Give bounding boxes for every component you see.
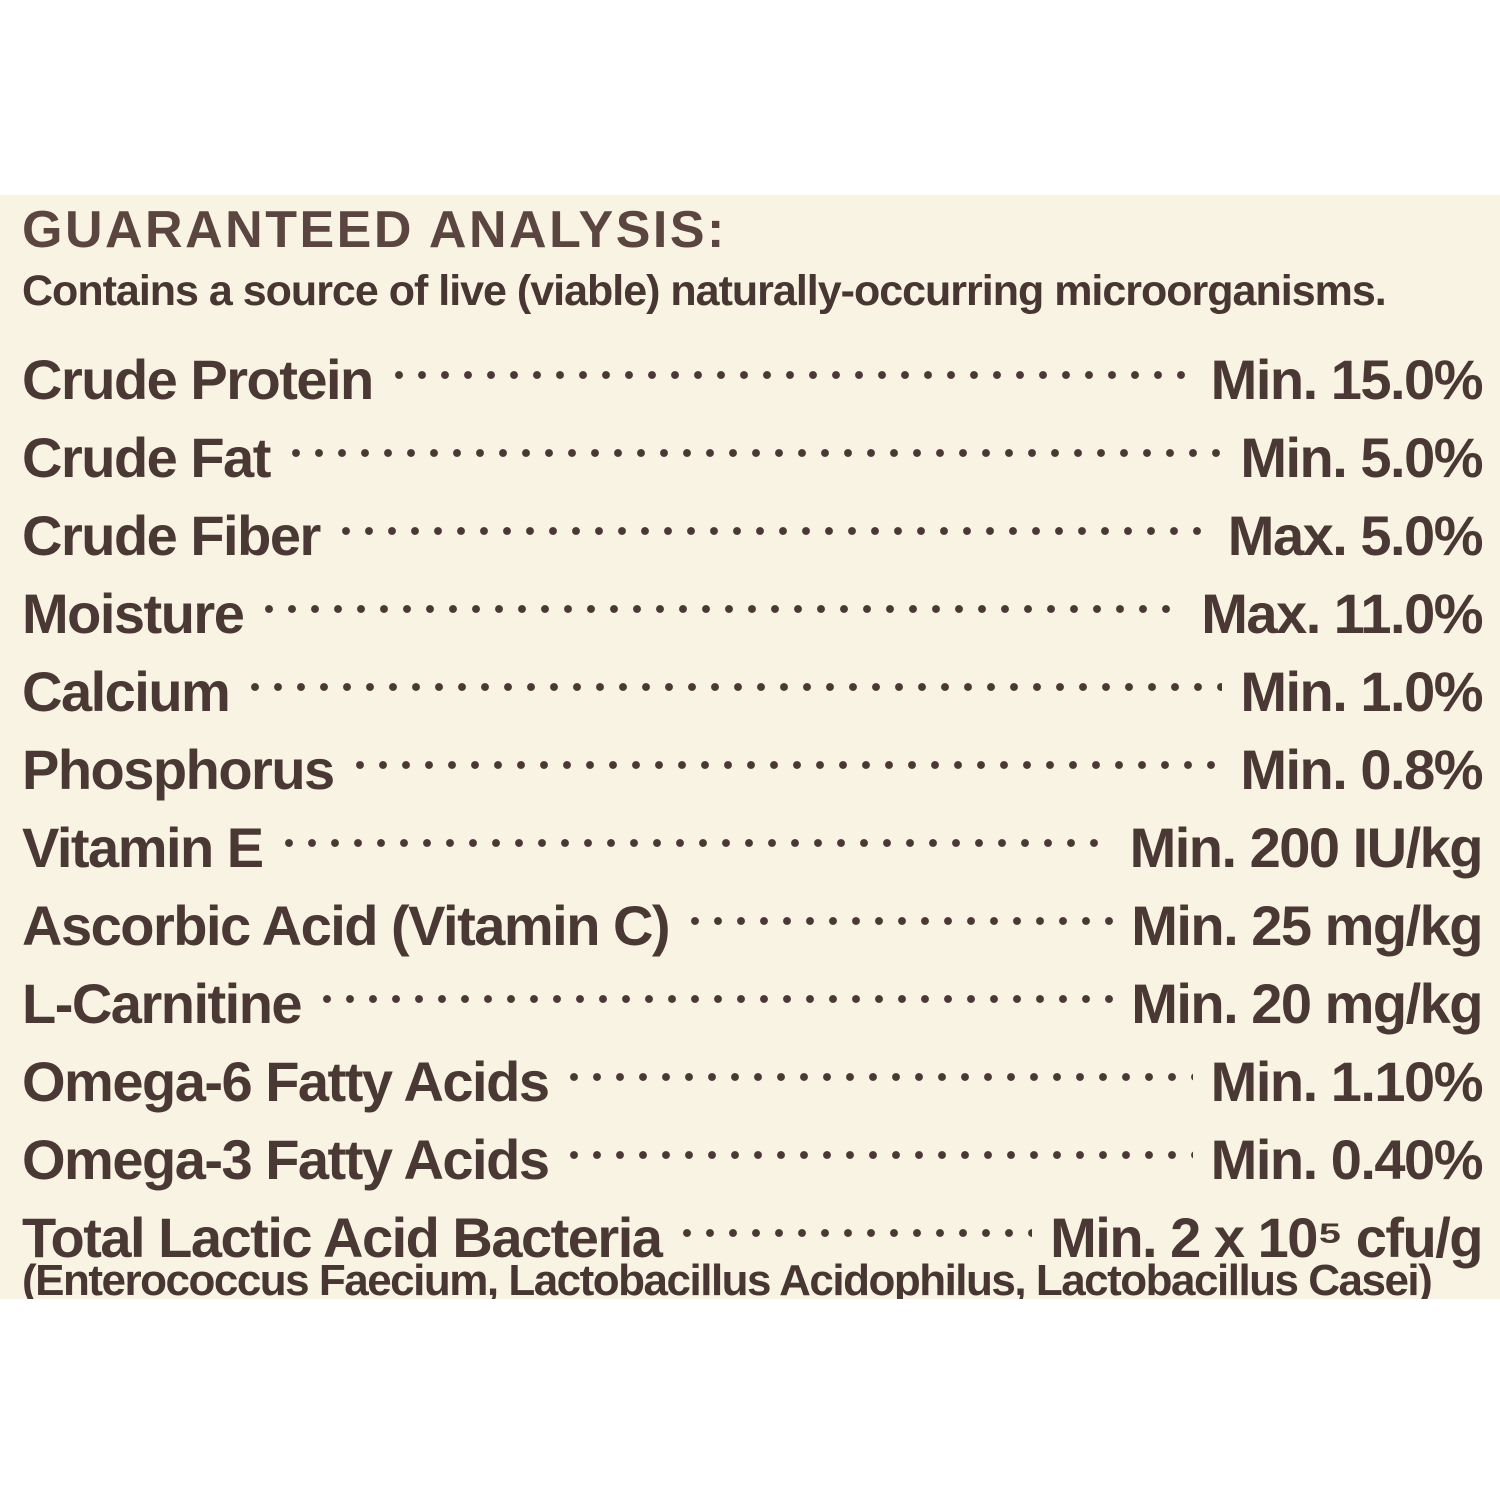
dot-leader: [285, 398, 1223, 477]
dot-leader: [388, 320, 1193, 399]
nutrient-name: Total Lactic Acid Bacteria: [22, 1205, 663, 1269]
nutrient-value: Min. 25 mg/kg: [1131, 893, 1483, 957]
dot-leader: [685, 866, 1114, 945]
nutrient-name: Omega-3 Fatty Acids: [22, 1127, 550, 1191]
panel-title: GUARANTEED ANALYSIS:: [22, 201, 727, 259]
nutrient-value: Min. 2 x 10⁵ cfu/g: [1050, 1205, 1483, 1269]
nutrient-value: Min. 0.40%: [1210, 1127, 1484, 1191]
nutrient-name: Vitamin E: [22, 815, 264, 879]
nutrient-value: Max. 11.0%: [1201, 581, 1483, 645]
nutrient-name: Omega-6 Fatty Acids: [22, 1049, 550, 1113]
guaranteed-analysis-panel: GUARANTEED ANALYSIS: Contains a source o…: [0, 195, 1500, 1299]
analysis-row: L-Carnitine Min. 20 mg/kg: [22, 944, 1483, 1035]
analysis-row: Moisture Max. 11.0%: [22, 554, 1483, 645]
analysis-row: Omega-3 Fatty Acids Min. 0.40%: [22, 1100, 1484, 1191]
analysis-row: Vitamin E Min. 200 IU/kg: [22, 788, 1484, 879]
analysis-row: Crude Protein Min. 15.0%: [22, 320, 1484, 411]
dot-leader: [335, 476, 1210, 555]
dot-leader: [564, 1100, 1193, 1179]
analysis-row: Crude Fat Min. 5.0%: [22, 398, 1483, 489]
analysis-row: Calcium Min. 1.0%: [22, 632, 1483, 723]
bacteria-species-footnote: (Enterococcus Faecium, Lactobacillus Aci…: [22, 1255, 1433, 1299]
dot-leader: [278, 788, 1112, 867]
nutrient-value: Max. 5.0%: [1227, 503, 1484, 567]
panel-subtitle: Contains a source of live (viable) natur…: [22, 266, 1387, 315]
analysis-row: Omega-6 Fatty Acids Min. 1.10%: [22, 1022, 1484, 1113]
analysis-row: Crude Fiber Max. 5.0%: [22, 476, 1484, 567]
analysis-table: Crude Protein Min. 15.0% Crude Fat Min. …: [22, 320, 1484, 1269]
dot-leader: [564, 1022, 1193, 1101]
dot-leader: [317, 944, 1114, 1023]
nutrient-value: Min. 1.0%: [1240, 659, 1483, 723]
nutrient-name: Calcium: [22, 659, 231, 723]
nutrient-name: Crude Fat: [22, 425, 271, 489]
analysis-row: Total Lactic Acid Bacteria Min. 2 x 10⁵ …: [22, 1178, 1483, 1269]
nutrient-value: Min. 15.0%: [1210, 347, 1484, 411]
nutrient-value: Min. 5.0%: [1240, 425, 1483, 489]
nutrient-value: Min. 0.8%: [1240, 737, 1483, 801]
dot-leader: [259, 554, 1184, 633]
nutrient-name: Moisture: [22, 581, 245, 645]
dot-leader: [349, 710, 1223, 789]
dot-leader: [245, 632, 1223, 711]
analysis-row: Phosphorus Min. 0.8%: [22, 710, 1483, 801]
nutrient-value: Min. 1.10%: [1210, 1049, 1484, 1113]
nutrient-value: Min. 200 IU/kg: [1129, 815, 1484, 879]
nutrient-name: L-Carnitine: [22, 971, 303, 1035]
dot-leader: [677, 1178, 1033, 1257]
